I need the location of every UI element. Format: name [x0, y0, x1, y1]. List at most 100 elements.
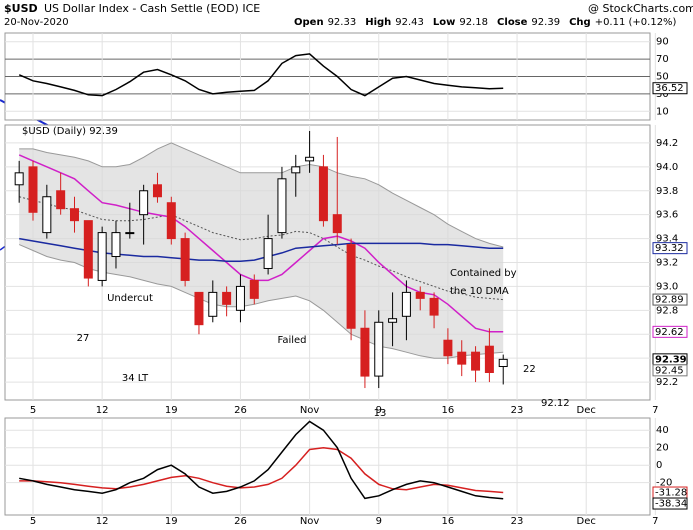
- candle-body: [498, 358, 508, 368]
- quote-label: Close: [497, 17, 528, 28]
- annotation: 13: [374, 408, 387, 419]
- y-tick-label: 30: [656, 89, 669, 100]
- y-tick-label: 93.4: [656, 234, 678, 245]
- x-tick-label: 23: [511, 405, 524, 416]
- candle-body: [83, 220, 93, 279]
- candle-body: [332, 214, 342, 234]
- annotation: Failed: [277, 335, 306, 346]
- candle-body: [401, 291, 411, 317]
- panel-label: $USD (Daily) 92.39: [22, 126, 118, 137]
- annotation: the 10 DMA: [450, 286, 509, 297]
- x-tick-label: 7: [652, 405, 658, 416]
- candle-body: [222, 291, 232, 305]
- candle-body: [152, 184, 162, 198]
- candle-body: [194, 291, 204, 326]
- x-tick-label: Dec: [577, 516, 596, 527]
- value-tag: [652, 364, 688, 377]
- candle-body: [484, 345, 494, 373]
- value-tag: [652, 242, 688, 255]
- value-tag-label: 92.45: [655, 365, 684, 376]
- candle-body: [180, 238, 190, 281]
- x-tick-label: 7: [652, 516, 658, 527]
- value-tag-label: -38.34: [655, 499, 687, 510]
- candle-body: [318, 166, 328, 222]
- value-tag: [652, 293, 688, 306]
- quote-label: Chg: [569, 17, 591, 28]
- candle-body: [56, 190, 66, 210]
- y-tick-label: 92.2: [656, 377, 678, 388]
- y-tick-label: 93.8: [656, 186, 678, 197]
- y-tick-label: 93.6: [656, 210, 678, 221]
- quote-value: 92.33: [328, 17, 357, 28]
- value-tag-label: 92.89: [655, 295, 684, 306]
- y-tick-label: 10: [656, 106, 669, 117]
- series-line: [19, 446, 504, 494]
- x-tick-label: Nov: [300, 516, 320, 527]
- x-tick-label: 26: [234, 516, 247, 527]
- candle-body: [97, 232, 107, 281]
- x-tick-label: 16: [442, 405, 455, 416]
- x-tick-label: 16: [442, 516, 455, 527]
- annotation: Contained by: [450, 268, 517, 279]
- value-tag-label: 92.62: [655, 327, 684, 338]
- y-tick-label: -20: [656, 478, 672, 489]
- y-tick-label: 92.8: [656, 305, 678, 316]
- y-tick-label: 90: [656, 37, 669, 48]
- annotation: Undercut: [107, 293, 153, 304]
- band-line: [19, 142, 504, 248]
- y-tick-label: 40: [656, 425, 669, 436]
- series-line: [19, 420, 504, 500]
- x-tick-label: 9: [376, 405, 382, 416]
- x-tick-label: 5: [30, 405, 36, 416]
- x-tick-label: 5: [30, 516, 36, 527]
- candle-body: [374, 321, 384, 377]
- candle-body: [291, 166, 301, 174]
- value-tag: [652, 497, 688, 510]
- candle-body: [388, 318, 398, 323]
- y-tick-label: 93.2: [656, 258, 678, 269]
- candle-body: [415, 291, 425, 299]
- quote-value: +0.11 (+0.12%): [595, 17, 677, 28]
- candle-body: [360, 327, 370, 377]
- quote-label: Low: [433, 17, 455, 28]
- candle-body: [443, 339, 453, 357]
- candle-body: [249, 279, 259, 299]
- quote-value: 92.43: [395, 17, 424, 28]
- candle-body: [139, 190, 149, 216]
- value-tag-label: 92.39: [655, 354, 687, 365]
- symbol: $USD: [4, 2, 38, 15]
- candle-body: [208, 291, 218, 317]
- candle-body: [166, 202, 176, 240]
- annotation: 34 LT: [122, 373, 149, 384]
- candle-body: [14, 172, 24, 186]
- annotation: 27: [77, 333, 90, 344]
- quote-value: 92.39: [531, 17, 560, 28]
- value-tag: [652, 325, 688, 338]
- source: @ StockCharts.com: [588, 2, 693, 15]
- series-line: [18, 53, 504, 97]
- y-tick-label: 94.0: [656, 162, 678, 173]
- annotation: 92.12: [541, 398, 570, 409]
- annotation: 22: [523, 364, 536, 375]
- y-tick-label: 0: [656, 460, 662, 471]
- value-tag: [652, 82, 688, 95]
- value-tag-label: 93.32: [655, 243, 684, 254]
- candle-body: [69, 208, 79, 222]
- instrument-name: US Dollar Index - Cash Settle (EOD) ICE: [44, 2, 260, 15]
- x-tick-label: 19: [165, 516, 178, 527]
- quote-label: Open: [294, 17, 324, 28]
- y-tick-label: 50: [656, 72, 669, 83]
- x-tick-label: Dec: [577, 405, 596, 416]
- quote-label: High: [365, 17, 391, 28]
- y-tick-label: 93.0: [656, 281, 678, 292]
- date: 20-Nov-2020: [4, 17, 69, 28]
- x-tick-label: 9: [376, 516, 382, 527]
- x-tick-label: 12: [96, 516, 109, 527]
- x-tick-label: Nov: [300, 405, 320, 416]
- candle-body: [457, 351, 467, 365]
- candle-body: [42, 196, 52, 234]
- quote-value: 92.18: [459, 17, 488, 28]
- value-tag-label: -31.28: [655, 488, 687, 499]
- candle-body: [346, 244, 356, 329]
